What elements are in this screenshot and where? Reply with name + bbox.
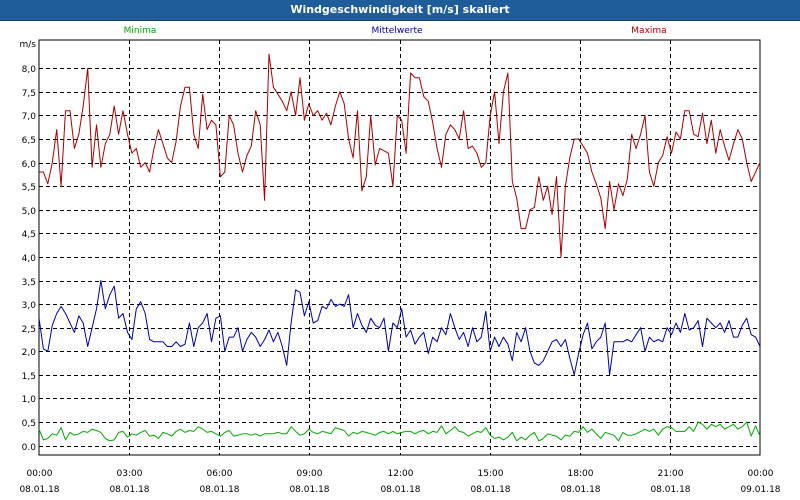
legend-minima: Minima xyxy=(124,26,157,36)
x-tick-date: 08.01.18 xyxy=(199,485,239,495)
x-tick-date: 08.01.18 xyxy=(289,485,329,495)
y-tick-label: 1,0 xyxy=(22,395,37,405)
x-tick-time: 03:00 xyxy=(117,469,143,479)
y-tick-label: 2,5 xyxy=(22,325,36,335)
x-tick-date: 08.01.18 xyxy=(560,485,600,495)
grid xyxy=(38,39,761,456)
legend-maxima: Maxima xyxy=(631,26,666,36)
y-tick-label: 5,5 xyxy=(22,183,36,193)
x-tick-date: 08.01.18 xyxy=(380,485,420,495)
series-line-mittelwerte xyxy=(38,280,761,376)
y-axis-label: m/s xyxy=(20,40,37,50)
y-tick-label: 1,5 xyxy=(22,372,36,382)
y-tick-label: 3,0 xyxy=(22,301,37,311)
y-tick-label: 8,0 xyxy=(22,65,37,75)
x-tick-date: 08.01.18 xyxy=(470,485,510,495)
x-tick-time: 00:00 xyxy=(748,469,774,479)
series-line-minima xyxy=(38,421,761,442)
y-tick-label: 6,0 xyxy=(22,160,37,170)
y-tick-label: 6,5 xyxy=(22,136,36,146)
y-tick-label: 4,5 xyxy=(22,230,36,240)
series-line-maxima xyxy=(39,53,761,258)
legend-mittelwerte: Mittelwerte xyxy=(371,26,422,36)
x-tick-date: 08.01.18 xyxy=(650,485,690,495)
labels: 0.0 0,5 1,0 1,5 2,0 2,5 3,0 3,5 4,0 4,5 5,0 5,5 6,0 6… xyxy=(19,26,780,495)
x-tick-time: 09:00 xyxy=(297,469,323,479)
x-tick-date: 08.01.18 xyxy=(109,485,149,495)
y-tick-label: 3,5 xyxy=(22,278,36,288)
y-tick-label: 4,0 xyxy=(22,254,37,264)
x-tick-time: 18:00 xyxy=(568,469,594,479)
x-tick-time: 06:00 xyxy=(207,469,233,479)
x-tick-time: 15:00 xyxy=(478,469,504,479)
y-tick-label: 0,5 xyxy=(22,419,36,429)
x-tick-time: 12:00 xyxy=(388,469,414,479)
series-layer xyxy=(38,53,761,442)
x-tick-time: 00:00 xyxy=(27,469,53,479)
x-tick-date: 09.01.18 xyxy=(740,485,780,495)
chart-title: Windgeschwindigkeit [m/s] skaliert xyxy=(290,3,510,16)
y-tick-label: 0.0 xyxy=(22,443,37,453)
plot-frame xyxy=(38,39,761,456)
chart-area: 0.0 0,5 1,0 1,5 2,0 2,5 3,0 3,5 4,0 4,5 5,0 5,5 6,0 6… xyxy=(19,26,780,495)
y-tick-label: 5,0 xyxy=(22,207,37,217)
x-tick-date: 08.01.18 xyxy=(19,485,59,495)
y-tick-label: 7,0 xyxy=(22,112,37,122)
y-tick-label: 7,5 xyxy=(22,89,36,99)
y-tick-label: 2,0 xyxy=(22,348,37,358)
title-bar: Windgeschwindigkeit [m/s] skaliert xyxy=(0,0,800,21)
x-tick-time: 21:00 xyxy=(658,469,684,479)
